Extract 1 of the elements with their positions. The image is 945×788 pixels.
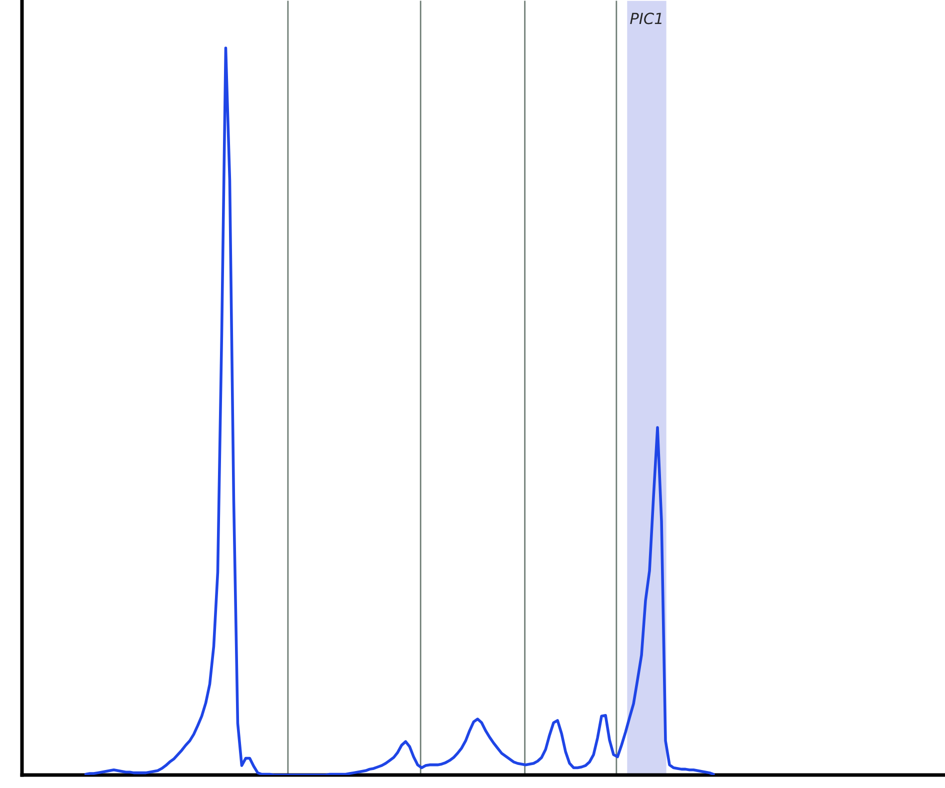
text: PIC1 (630, 12, 662, 24)
